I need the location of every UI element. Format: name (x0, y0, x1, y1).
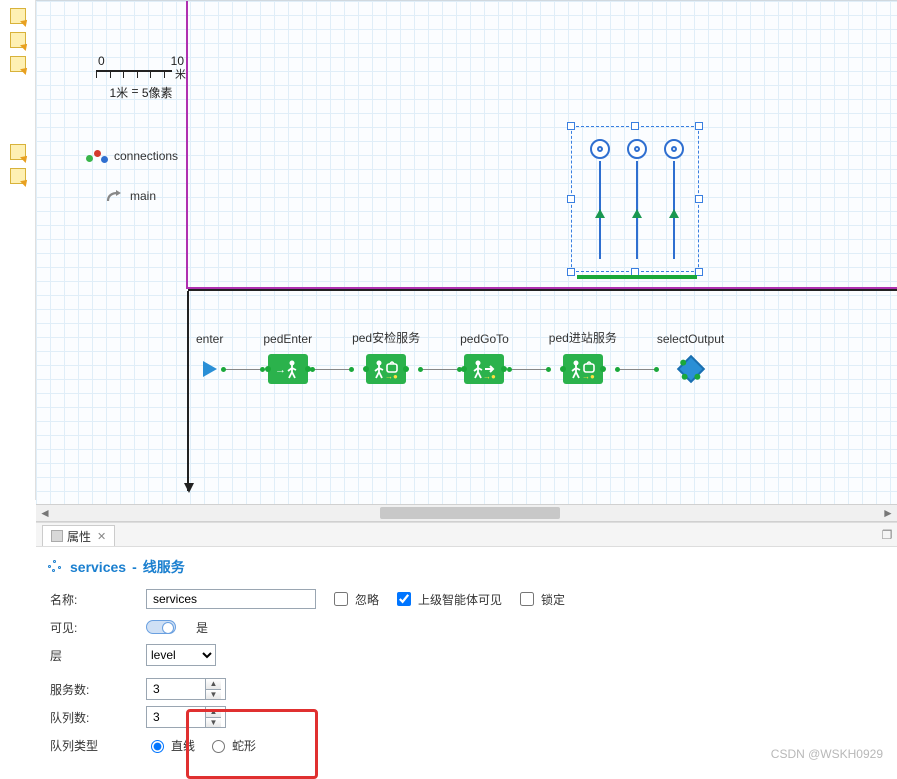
palette-label: main (130, 189, 156, 203)
svg-text:→: → (275, 364, 286, 376)
restore-icon[interactable]: ❐ (877, 523, 897, 546)
ped-goto-icon: →● (464, 354, 504, 384)
properties-form: 名称: 忽略 上级智能体可见 锁定 可见: 是 层 (36, 583, 897, 761)
label-queue-type: 队列类型 (50, 737, 146, 754)
tab-properties[interactable]: 属性 ✕ (42, 525, 115, 546)
axis-y (187, 291, 189, 491)
flow-node-selectoutput[interactable]: selectOutput (657, 332, 724, 384)
palette-label: connections (114, 149, 178, 163)
spin-down-icon[interactable]: ▼ (206, 690, 221, 700)
services-icon (48, 560, 64, 574)
scale-unit: 米 (175, 66, 186, 82)
process-flow: enter pedEnter → ped安检服务 →● pedGoTo →● (196, 329, 724, 384)
connections-icon (86, 150, 108, 162)
title-type: 线服务 (143, 557, 185, 577)
selected-services-element[interactable] (571, 126, 699, 272)
label-layer: 层 (50, 647, 146, 664)
presentation-frame (186, 1, 897, 289)
horizontal-scrollbar[interactable]: ◄ ► (36, 504, 897, 522)
close-icon[interactable]: ✕ (97, 530, 106, 543)
flow-connector (509, 354, 549, 384)
properties-panel: 属性 ✕ ❐ services - 线服务 名称: 忽略 上级智能体可见 (36, 522, 897, 771)
ped-service-icon: →● (366, 354, 406, 384)
edit-icon[interactable] (10, 56, 26, 72)
queue-type-straight-radio[interactable]: 直线 (146, 737, 195, 754)
flow-label: ped安检服务 (352, 329, 420, 346)
queues-count-input[interactable] (147, 707, 205, 727)
title-name: services (70, 559, 126, 575)
layer-select[interactable]: level (146, 644, 216, 666)
properties-tab-icon (51, 530, 63, 542)
ignore-checkbox[interactable]: 忽略 (330, 589, 379, 609)
flow-connector (420, 354, 460, 384)
label-name: 名称: (50, 591, 146, 608)
lock-checkbox[interactable]: 锁定 (516, 589, 565, 609)
properties-tabbar: 属性 ✕ ❐ (36, 523, 897, 547)
svg-text:→●: →● (385, 372, 398, 380)
queues-count-spinner[interactable]: ▲▼ (146, 706, 226, 728)
flow-node-security[interactable]: ped安检服务 →● (352, 329, 420, 384)
svg-text:→●: →● (582, 372, 595, 380)
palette-item-connections[interactable]: connections (86, 149, 178, 163)
flow-label: selectOutput (657, 332, 724, 346)
palette-item-main[interactable]: main (106, 189, 156, 203)
flow-label: pedGoTo (460, 332, 509, 346)
edit-icon[interactable] (10, 32, 26, 48)
edit-icon[interactable] (10, 8, 26, 24)
spin-down-icon[interactable]: ▼ (206, 718, 221, 728)
flow-label: ped进站服务 (549, 329, 617, 346)
label-visible: 可见: (50, 619, 146, 636)
name-input[interactable] (146, 589, 316, 609)
axis-x (188, 289, 897, 291)
smart-visible-checkbox[interactable]: 上级智能体可见 (393, 589, 502, 609)
tab-label: 属性 (67, 528, 91, 545)
label-queues-count: 队列数: (50, 709, 146, 726)
spin-up-icon[interactable]: ▲ (206, 679, 221, 690)
spin-up-icon[interactable]: ▲ (206, 707, 221, 718)
left-gutter (0, 0, 36, 500)
select-output-icon (676, 355, 704, 383)
resize-handle[interactable] (567, 195, 575, 203)
resize-handle[interactable] (567, 122, 575, 130)
services-count-input[interactable] (147, 679, 205, 699)
services-count-spinner[interactable]: ▲▼ (146, 678, 226, 700)
visible-toggle[interactable] (146, 620, 176, 634)
svg-text:→●: →● (483, 372, 496, 380)
edit-icon[interactable] (10, 168, 26, 184)
flow-connector (312, 354, 352, 384)
visible-value: 是 (196, 619, 208, 636)
resize-handle[interactable] (695, 122, 703, 130)
scale-min: 0 (98, 54, 105, 68)
watermark: CSDN @WSKH0929 (771, 747, 883, 761)
scrollbar-thumb[interactable] (380, 507, 560, 519)
flow-connector (223, 354, 263, 384)
scroll-left-icon[interactable]: ◄ (36, 505, 54, 521)
resize-handle[interactable] (567, 268, 575, 276)
flow-node-enter[interactable]: enter (196, 332, 223, 384)
label-services-count: 服务数: (50, 681, 146, 698)
flow-label: pedEnter (263, 332, 312, 346)
scale-ruler: 0 10 米 1米 = 5像素 (96, 54, 186, 101)
editor-canvas[interactable]: 0 10 米 1米 = 5像素 connections m (36, 0, 897, 504)
flow-node-boarding[interactable]: ped进站服务 →● (549, 329, 617, 384)
flow-node-pedgoto[interactable]: pedGoTo →● (460, 332, 509, 384)
ped-walk-icon: → (268, 354, 308, 384)
resize-handle[interactable] (695, 195, 703, 203)
flow-node-pedenter[interactable]: pedEnter → (263, 332, 312, 384)
main-icon (106, 189, 124, 203)
properties-title: services - 线服务 (36, 547, 897, 583)
resize-handle[interactable] (631, 122, 639, 130)
edit-icon[interactable] (10, 144, 26, 160)
scroll-right-icon[interactable]: ► (879, 505, 897, 521)
queue-type-snake-radio[interactable]: 蛇形 (207, 737, 256, 754)
services-glyph (582, 139, 692, 259)
ped-service-icon: →● (563, 354, 603, 384)
flow-connector (617, 354, 657, 384)
flow-label: enter (196, 332, 223, 346)
source-icon (203, 361, 217, 377)
